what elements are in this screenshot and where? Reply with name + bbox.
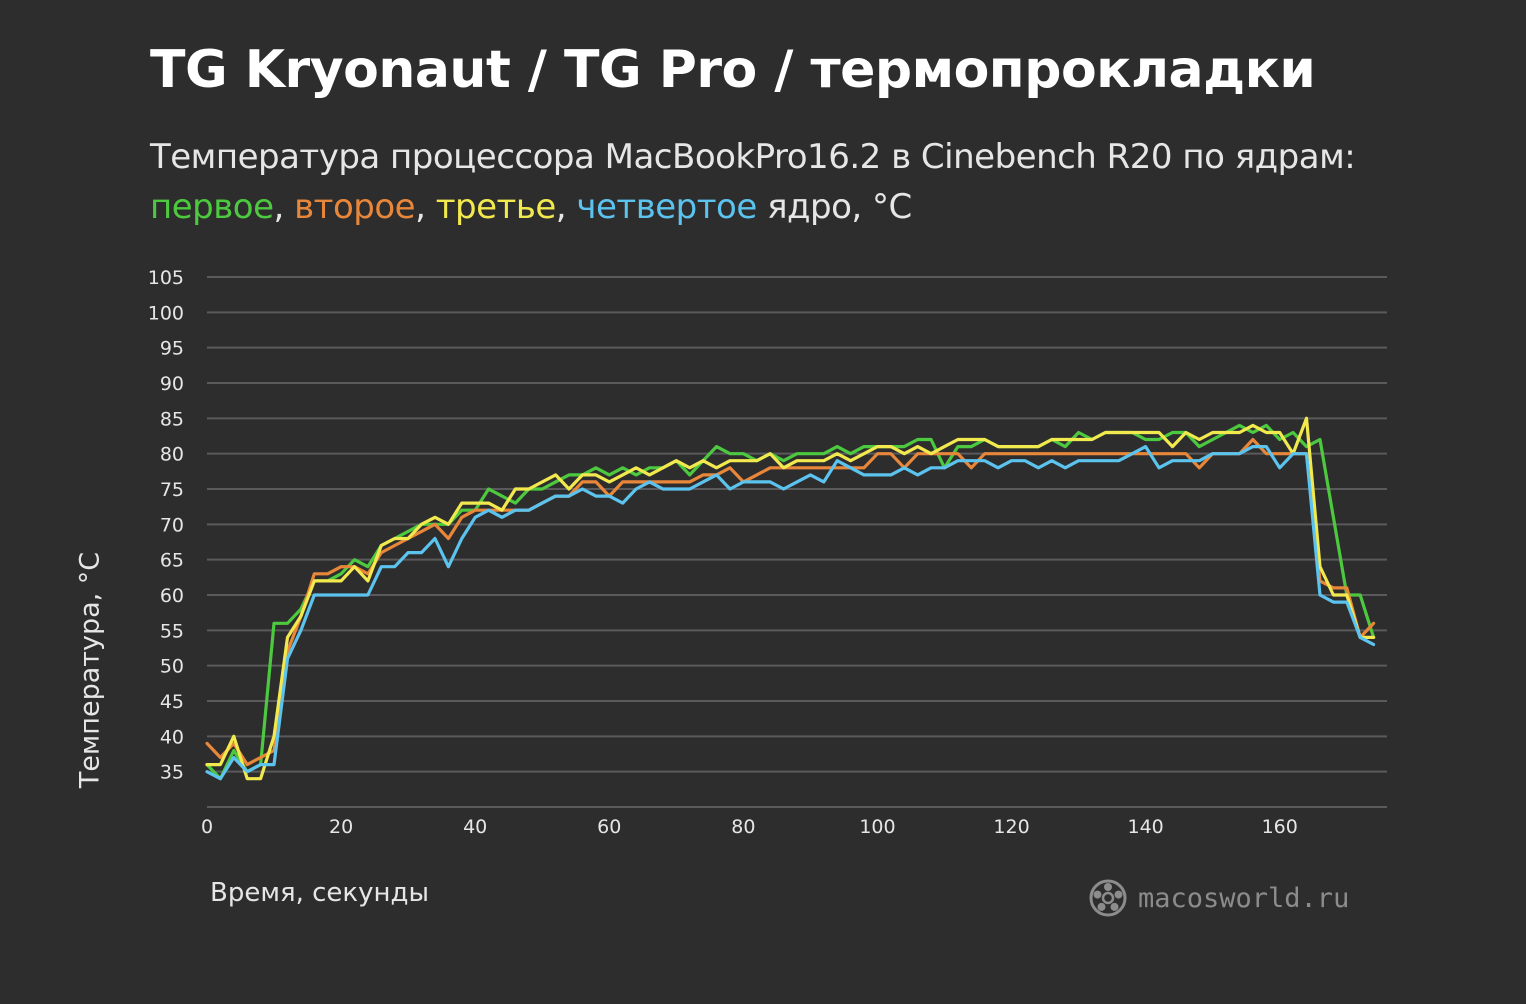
series-line-третье — [205, 416, 1376, 781]
y-tick-label: 35 — [160, 762, 184, 784]
legend-separator: , — [555, 187, 577, 227]
series-line-четвертое — [205, 445, 1376, 781]
legend-item-fourth-core: четвертое — [576, 187, 757, 227]
legend-line: первое, второе, третье, четвертое ядро, … — [150, 182, 1355, 232]
y-tick-label: 105 — [148, 267, 184, 289]
x-tick-label: 100 — [859, 816, 895, 838]
watermark-text: macosworld.ru — [1138, 882, 1350, 914]
gridlines — [207, 276, 1387, 808]
y-tick-label: 45 — [160, 691, 184, 713]
y-tick-label: 75 — [160, 479, 184, 501]
x-tick-label: 120 — [993, 816, 1029, 838]
y-tick-label: 60 — [160, 585, 184, 607]
y-tick-label: 100 — [148, 302, 184, 324]
series-lines — [205, 416, 1376, 781]
x-tick-label: 0 — [201, 816, 213, 838]
series-line-второе — [205, 437, 1376, 767]
x-tick-label: 160 — [1262, 816, 1298, 838]
legend-item-first-core: первое — [150, 187, 274, 227]
y-tick-label: 85 — [160, 408, 184, 430]
y-axis-label: Температура, °C — [74, 551, 106, 789]
legend-separator: , — [273, 187, 295, 227]
macosworld-logo-icon — [1089, 879, 1127, 917]
y-tick-labels: 35 40 45 50 55 60 65 70 75 80 85 90 95 100 105 — [148, 267, 184, 784]
legend-item-third-core: третье — [435, 187, 557, 227]
y-tick-label: 50 — [160, 656, 184, 678]
x-tick-label: 80 — [731, 816, 755, 838]
legend-tail: ядро, °C — [756, 187, 912, 227]
chart-title: TG Kryonaut / TG Pro / термопрокладки — [150, 40, 1316, 100]
y-tick-label: 70 — [160, 514, 184, 536]
legend-item-second-core: второе — [294, 187, 416, 227]
y-tick-label: 80 — [160, 444, 184, 466]
y-tick-label: 65 — [160, 550, 184, 572]
legend-separator: , — [415, 187, 436, 227]
series-line-первое — [205, 423, 1376, 781]
x-tick-label: 60 — [597, 816, 621, 838]
x-axis-label: Время, секунды — [210, 878, 430, 908]
y-tick-label: 40 — [160, 726, 184, 748]
y-tick-label: 90 — [160, 373, 184, 395]
x-tick-label: 20 — [329, 816, 353, 838]
subtitle-line-1: Температура процессора MacBookPro16.2 в … — [150, 137, 1356, 177]
watermark[interactable]: macosworld.ru — [1088, 878, 1349, 918]
y-tick-label: 55 — [160, 620, 184, 642]
x-tick-label: 40 — [463, 816, 487, 838]
chart-subtitle: Температура процессора MacBookPro16.2 в … — [150, 132, 1356, 232]
y-tick-label: 95 — [160, 338, 184, 360]
x-tick-labels: 0 20 40 60 80 100 120 140 160 — [201, 816, 1298, 838]
x-tick-label: 140 — [1128, 816, 1164, 838]
